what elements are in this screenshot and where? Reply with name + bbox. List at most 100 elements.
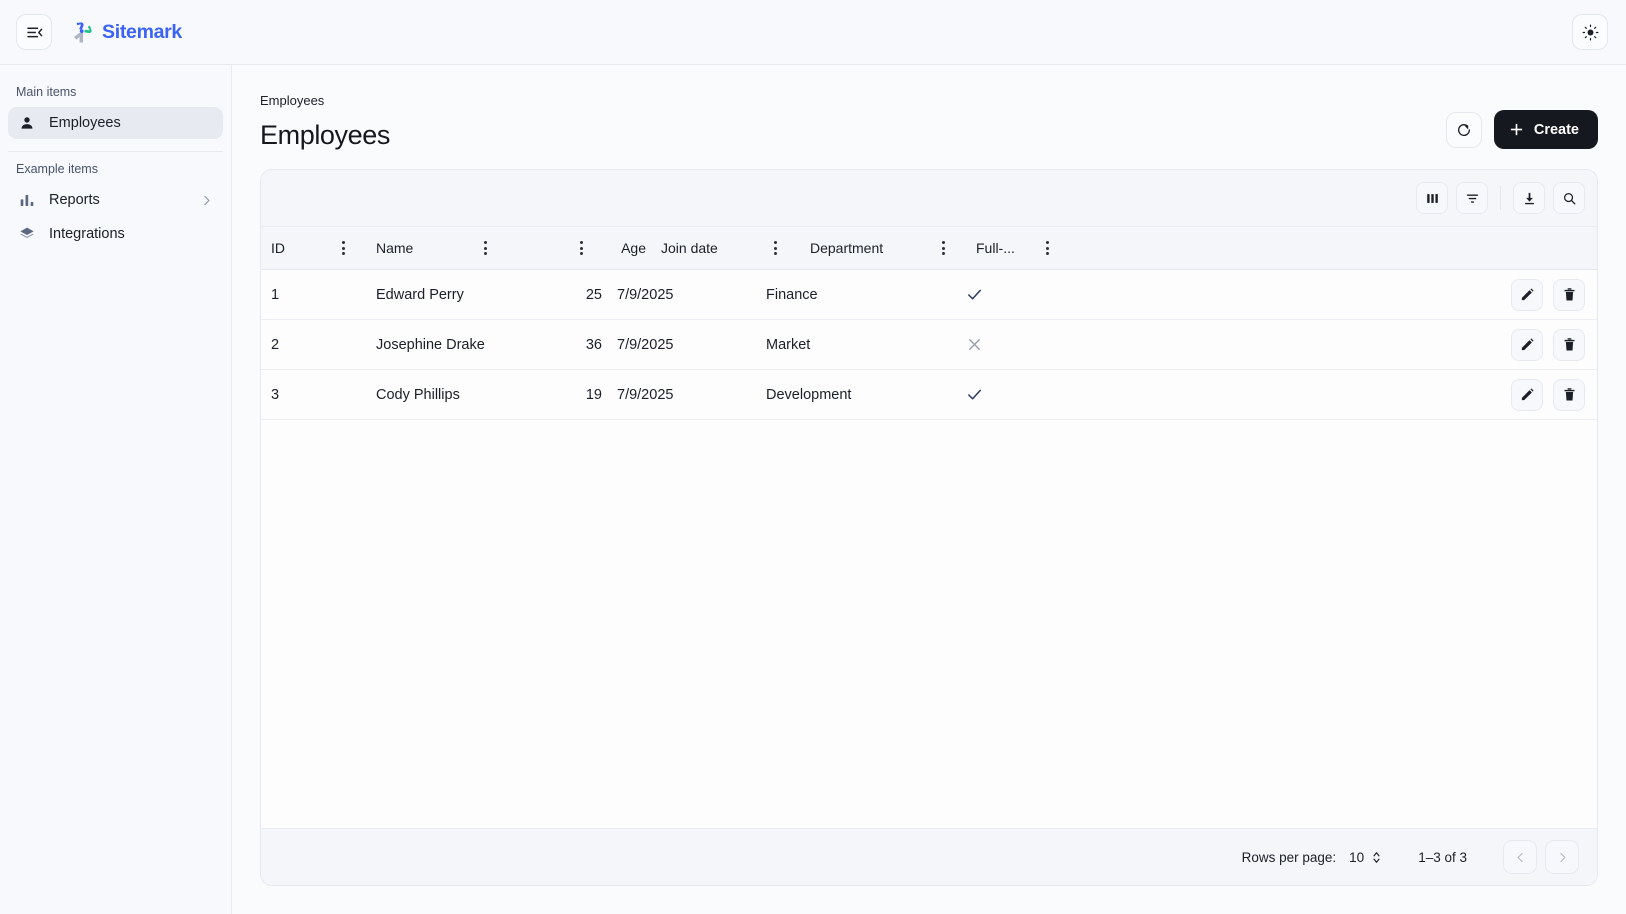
data-grid: ID Name Age Join date Department Full-..…: [260, 169, 1598, 886]
cell-full-time: [923, 370, 1025, 419]
rows-per-page-select[interactable]: 10: [1349, 850, 1382, 865]
sidebar-group-label-example: Example items: [16, 162, 98, 176]
cell-join-date: 7/9/2025: [617, 286, 674, 303]
brand[interactable]: Sitemark: [70, 21, 182, 44]
search-icon: [1563, 192, 1575, 204]
cell-department: Market: [766, 336, 811, 353]
chevron-updown-icon: [1373, 851, 1380, 863]
pencil-icon: [1521, 288, 1534, 301]
sidebar-item-integrations[interactable]: Integrations: [8, 218, 223, 250]
cell-department: Development: [766, 386, 852, 403]
table-row[interactable]: 2 Josephine Drake 36 7/9/2025 Market: [261, 320, 1597, 370]
column-menu-id[interactable]: [321, 227, 366, 269]
columns-button[interactable]: [1416, 182, 1448, 214]
delete-button[interactable]: [1553, 378, 1585, 411]
column-header-id[interactable]: ID: [271, 240, 285, 256]
delete-button[interactable]: [1553, 278, 1585, 311]
chevron-left-icon: [1517, 852, 1523, 862]
column-header-name[interactable]: Name: [376, 240, 414, 256]
more-vert-icon: [342, 241, 345, 255]
cell-age: 25: [585, 286, 602, 303]
cell-full-time: [923, 320, 1025, 369]
column-header-actions: [1069, 227, 1597, 269]
cell-age: 19: [585, 386, 602, 403]
column-menu-department[interactable]: [919, 227, 967, 269]
bar-chart-icon: [18, 191, 36, 209]
grid-body: 1 Edward Perry 25 7/9/2025 Finance: [261, 270, 1597, 828]
table-row[interactable]: 1 Edward Perry 25 7/9/2025 Finance: [261, 270, 1597, 320]
previous-page-button[interactable]: [1503, 840, 1537, 874]
sun-icon: [1582, 24, 1598, 40]
create-button-label: Create: [1533, 121, 1579, 138]
trash-icon: [1564, 388, 1574, 401]
download-icon: [1524, 192, 1534, 204]
filter-icon: [1466, 193, 1478, 203]
title-actions: Create: [1445, 110, 1598, 151]
trash-icon: [1564, 288, 1574, 301]
edit-button[interactable]: [1511, 378, 1543, 411]
cell-name: Cody Phillips: [376, 386, 460, 403]
more-vert-icon: [1045, 241, 1049, 255]
column-menu-join-date[interactable]: [751, 227, 799, 269]
title-row: Employees Create: [260, 110, 1598, 151]
rows-per-page-value: 10: [1349, 849, 1365, 865]
column-header-department[interactable]: Department: [810, 240, 884, 256]
search-button[interactable]: [1553, 182, 1585, 214]
sidebar-item-label-integrations: Integrations: [49, 226, 125, 242]
column-header-spacer: [509, 227, 559, 269]
next-page-button[interactable]: [1545, 840, 1579, 874]
cell-actions: [1025, 270, 1597, 319]
create-button[interactable]: Create: [1493, 110, 1598, 149]
close-icon: [968, 339, 980, 350]
sidebar-item-label-employees: Employees: [49, 115, 121, 131]
rows-per-page-label: Rows per page:: [1241, 849, 1337, 865]
pencil-icon: [1521, 388, 1534, 401]
more-vert-icon: [941, 241, 945, 255]
sidebar-item-reports[interactable]: Reports: [8, 184, 223, 216]
cell-id: 1: [271, 286, 280, 303]
column-header-age[interactable]: Age: [621, 240, 646, 256]
cell-name: Edward Perry: [376, 286, 464, 303]
page-title: Employees: [260, 120, 390, 150]
delete-button[interactable]: [1553, 328, 1585, 361]
cell-age: 36: [585, 336, 602, 353]
sidebar-group-label-main: Main items: [16, 85, 77, 99]
edit-button[interactable]: [1511, 328, 1543, 361]
column-menu-name[interactable]: [461, 227, 509, 269]
menu-collapse-button[interactable]: [16, 14, 52, 50]
columns-icon: [1426, 193, 1438, 203]
toolbar-separator: [1500, 186, 1501, 210]
chevron-right-icon[interactable]: [199, 193, 213, 207]
cell-id: 2: [271, 336, 280, 353]
cell-department: Finance: [766, 286, 818, 303]
cell-actions: [1025, 370, 1597, 419]
grid-header-row: ID Name Age Join date Department Full-..…: [261, 226, 1597, 270]
cell-id: 3: [271, 386, 280, 403]
plus-icon: [1510, 123, 1522, 136]
refresh-button[interactable]: [1445, 111, 1482, 148]
body-row: Main items Employees Example items: [0, 65, 1626, 914]
cell-actions: [1025, 320, 1597, 369]
sidebar-item-employees[interactable]: Employees: [8, 107, 223, 139]
column-menu-full-time[interactable]: [1025, 227, 1069, 269]
export-button[interactable]: [1513, 182, 1545, 214]
edit-button[interactable]: [1511, 278, 1543, 311]
column-menu-age[interactable]: [559, 227, 603, 269]
table-row[interactable]: 3 Cody Phillips 19 7/9/2025 Development: [261, 370, 1597, 420]
pencil-icon: [1521, 338, 1534, 351]
sidebar-divider: [8, 151, 223, 152]
column-header-join-date[interactable]: Join date: [661, 240, 718, 256]
grid-toolbar: [261, 170, 1597, 226]
top-bar: Sitemark: [0, 0, 1626, 65]
cell-name: Josephine Drake: [376, 336, 485, 353]
filter-button[interactable]: [1456, 182, 1488, 214]
grid-footer: Rows per page: 10 1–3 of 3: [261, 828, 1597, 885]
chevron-right-icon: [1559, 852, 1565, 862]
sidebar-item-label-reports: Reports: [49, 192, 100, 208]
breadcrumb: Employees: [260, 93, 325, 108]
column-header-full-time[interactable]: Full-...: [976, 240, 1015, 256]
person-icon: [18, 114, 36, 132]
theme-toggle-button[interactable]: [1572, 14, 1608, 50]
check-icon: [967, 289, 981, 300]
